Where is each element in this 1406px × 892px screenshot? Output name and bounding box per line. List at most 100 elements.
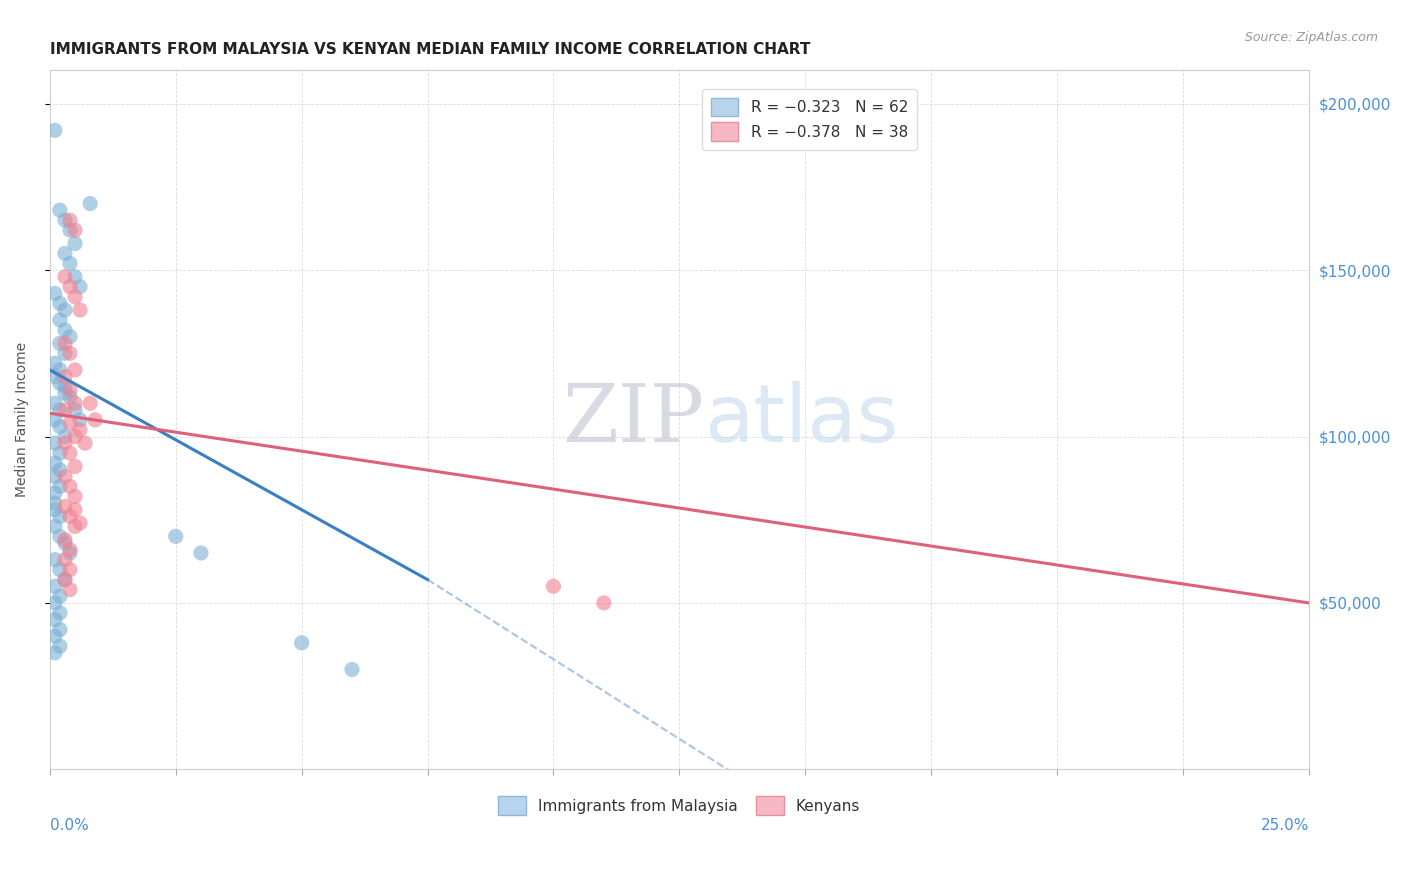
Point <box>49 336 72 351</box>
Point <box>49 296 72 310</box>
Text: Source: ZipAtlas.com: Source: ZipAtlas.com <box>1244 31 1378 45</box>
Point <box>44 646 66 660</box>
Point <box>63 223 86 237</box>
Point <box>44 629 66 643</box>
Point <box>63 269 86 284</box>
Point <box>44 123 66 137</box>
Point <box>59 479 82 493</box>
Point <box>63 363 86 377</box>
Point <box>53 536 76 550</box>
Point <box>49 463 72 477</box>
Point <box>69 423 91 437</box>
Point <box>291 636 314 650</box>
Point <box>53 552 76 566</box>
Point <box>53 436 76 450</box>
Point <box>53 533 76 547</box>
Point <box>53 500 76 514</box>
Point <box>53 379 76 393</box>
Point <box>49 419 72 434</box>
Point <box>340 663 363 677</box>
Point <box>49 529 72 543</box>
Point <box>69 516 91 530</box>
Point <box>53 269 76 284</box>
Point <box>44 469 66 483</box>
Point <box>49 376 72 391</box>
Point <box>53 573 76 587</box>
Point <box>79 196 101 211</box>
Point <box>63 403 86 417</box>
Point <box>44 356 66 370</box>
Point <box>49 479 72 493</box>
Point <box>53 336 76 351</box>
Point <box>63 396 86 410</box>
Point <box>49 363 72 377</box>
Point <box>59 509 82 524</box>
Point <box>53 386 76 401</box>
Point <box>59 546 82 560</box>
Point <box>59 346 82 360</box>
Point <box>84 413 107 427</box>
Point <box>44 552 66 566</box>
Point <box>44 436 66 450</box>
Point <box>44 456 66 470</box>
Point <box>44 596 66 610</box>
Point <box>59 542 82 557</box>
Point <box>59 446 82 460</box>
Point <box>49 446 72 460</box>
Point <box>49 403 72 417</box>
Point <box>190 546 212 560</box>
Point <box>59 223 82 237</box>
Point <box>49 203 72 218</box>
Y-axis label: Median Family Income: Median Family Income <box>15 343 30 498</box>
Text: ZIP: ZIP <box>562 381 704 458</box>
Point <box>53 246 76 260</box>
Point <box>49 606 72 620</box>
Point <box>44 496 66 510</box>
Point <box>49 623 72 637</box>
Point <box>53 346 76 360</box>
Point <box>49 313 72 327</box>
Point <box>59 416 82 430</box>
Point <box>79 396 101 410</box>
Point <box>44 486 66 500</box>
Point <box>49 589 72 603</box>
Point <box>49 563 72 577</box>
Point <box>59 390 82 404</box>
Point <box>63 236 86 251</box>
Point <box>59 329 82 343</box>
Point <box>44 396 66 410</box>
Point <box>59 383 82 397</box>
Point <box>59 213 82 227</box>
Point <box>165 529 187 543</box>
Point <box>44 519 66 533</box>
Point <box>44 413 66 427</box>
Point <box>543 579 565 593</box>
Text: 25.0%: 25.0% <box>1261 818 1309 833</box>
Point <box>69 413 91 427</box>
Point <box>63 519 86 533</box>
Point <box>69 279 91 293</box>
Point <box>44 369 66 384</box>
Point <box>63 502 86 516</box>
Point <box>44 613 66 627</box>
Text: IMMIGRANTS FROM MALAYSIA VS KENYAN MEDIAN FAMILY INCOME CORRELATION CHART: IMMIGRANTS FROM MALAYSIA VS KENYAN MEDIA… <box>49 42 810 57</box>
Point <box>69 303 91 318</box>
Point <box>53 429 76 443</box>
Legend: Immigrants from Malaysia, Kenyans: Immigrants from Malaysia, Kenyans <box>492 790 866 822</box>
Point <box>44 502 66 516</box>
Point <box>63 490 86 504</box>
Point <box>53 213 76 227</box>
Text: 0.0%: 0.0% <box>49 818 89 833</box>
Point <box>44 579 66 593</box>
Point <box>53 369 76 384</box>
Point <box>49 639 72 653</box>
Point <box>53 573 76 587</box>
Point <box>59 256 82 270</box>
Point <box>63 459 86 474</box>
Point <box>53 403 76 417</box>
Point <box>59 582 82 597</box>
Point <box>63 429 86 443</box>
Point <box>44 286 66 301</box>
Point <box>592 596 614 610</box>
Point <box>49 509 72 524</box>
